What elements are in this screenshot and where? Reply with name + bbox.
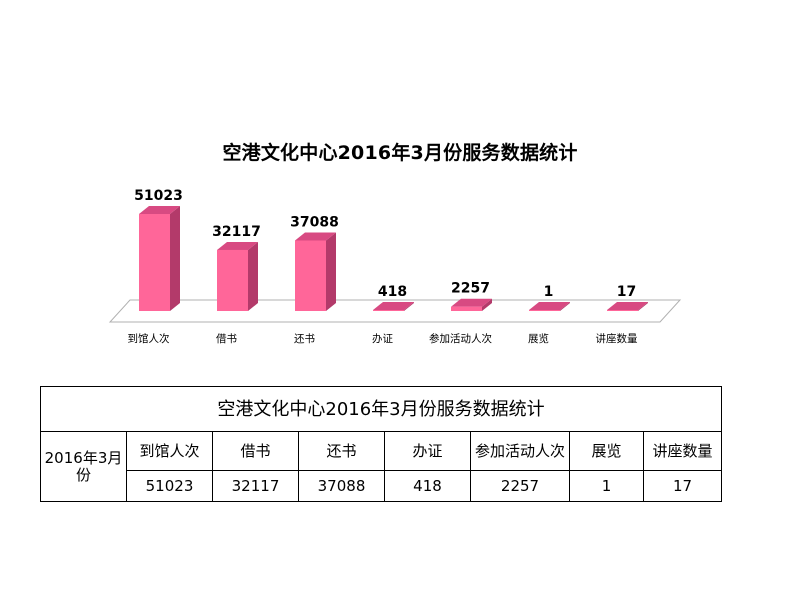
value-label-3: 418 (378, 284, 407, 300)
col-header-activity: 参加活动人次 (470, 431, 570, 471)
bar-top-0 (139, 206, 180, 214)
bar-side-1 (248, 241, 258, 311)
bar-side-2 (326, 232, 336, 311)
bar-top-6 (607, 302, 648, 310)
row-header-period: 2016年3月份 (40, 431, 127, 502)
cell-borrow: 32117 (212, 470, 299, 502)
cell-visits: 51023 (126, 470, 213, 502)
chart-title: 空港文化中心2016年3月份服务数据统计 (222, 142, 578, 164)
value-label-1: 32117 (212, 224, 261, 240)
col-header-lectures: 讲座数量 (642, 431, 723, 471)
bar-side-5 (560, 302, 570, 311)
col-header-exhibitions: 展览 (569, 431, 644, 471)
bar-4 (451, 306, 482, 311)
category-label-4: 参加活动人次 (429, 332, 492, 345)
col-header-borrow: 借书 (212, 431, 299, 471)
bar-top-1 (217, 241, 258, 250)
category-label-0: 到馆人次 (128, 332, 170, 345)
category-label-6: 讲座数量 (596, 332, 638, 345)
bar-side-6 (638, 302, 648, 311)
col-header-return: 还书 (298, 431, 385, 471)
value-label-5: 1 (544, 284, 554, 300)
bar-side-0 (170, 206, 180, 311)
col-header-visits: 到馆人次 (126, 431, 213, 471)
bar-3 (373, 310, 404, 311)
bar-top-2 (295, 232, 336, 241)
value-label-0: 51023 (134, 188, 183, 204)
category-label-1: 借书 (216, 333, 237, 345)
bar-1 (217, 249, 248, 311)
bar-side-4 (482, 298, 492, 311)
cell-exhibitions: 1 (569, 470, 644, 502)
bar-6 (607, 310, 638, 311)
cell-lectures: 17 (642, 470, 723, 502)
value-label-2: 37088 (290, 214, 339, 230)
bar-2 (295, 240, 326, 311)
value-label-4: 2257 (451, 281, 490, 297)
bar-chart: 51023 到馆人次 32117 借书 37088 还书 418 办证 2257 参加活动人次 1 展… (108, 188, 682, 345)
bar-side-3 (404, 302, 414, 311)
cell-return: 37088 (298, 470, 385, 502)
bar-top-5 (529, 302, 570, 310)
bar-0 (139, 214, 170, 311)
cell-cards: 418 (384, 470, 471, 502)
table-title: 空港文化中心2016年3月份服务数据统计 (39, 386, 723, 432)
category-label-5: 展览 (528, 332, 549, 345)
bar-top-4 (451, 298, 492, 307)
bar-5 (529, 310, 560, 311)
data-table: 空港文化中心2016年3月份服务数据统计 2016年3月份 到馆人次 借书 还书… (39, 386, 723, 502)
bar-top-3 (373, 302, 414, 310)
cell-activity: 2257 (470, 470, 570, 502)
category-label-2: 还书 (294, 333, 315, 345)
value-label-6: 17 (617, 284, 636, 300)
col-header-cards: 办证 (384, 431, 471, 471)
category-label-3: 办证 (372, 332, 393, 345)
